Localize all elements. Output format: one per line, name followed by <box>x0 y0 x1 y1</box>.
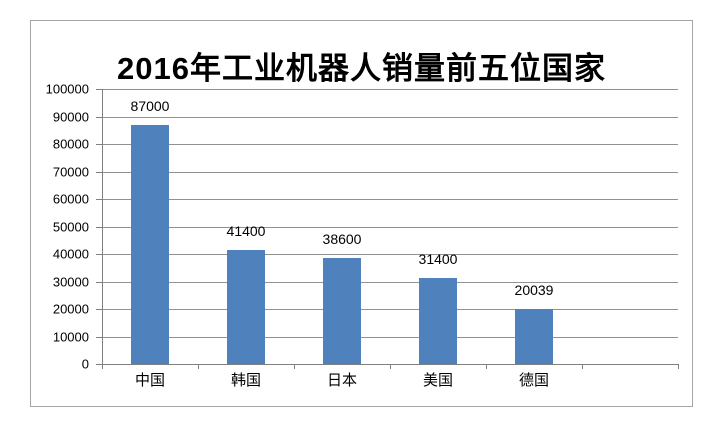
bar <box>131 125 169 364</box>
y-axis-label: 90000 <box>52 109 89 125</box>
bar <box>323 258 361 364</box>
y-axis-label: 20000 <box>52 301 89 317</box>
y-axis-label: 40000 <box>52 246 89 262</box>
x-axis-tick <box>198 364 199 369</box>
y-gridline <box>102 89 678 90</box>
y-axis-tick <box>96 199 102 200</box>
y-axis-label: 60000 <box>52 191 89 207</box>
plot-area: 0 10000 20000 30000 40000 50000 60000 70000 8000… <box>46 83 679 389</box>
x-category-label: 德国 <box>518 372 549 389</box>
bar-value-label: 20039 <box>514 282 554 298</box>
y-axis-tick <box>96 117 102 118</box>
y-gridline <box>102 199 678 200</box>
bar <box>515 309 553 364</box>
y-axis-tick <box>96 254 102 255</box>
y-axis-tick <box>96 227 102 228</box>
x-category-label: 日本 <box>326 372 357 389</box>
y-gridline <box>102 337 678 338</box>
y-axis-label: 10000 <box>52 329 89 345</box>
y-axis-tick <box>96 144 102 145</box>
y-axis-label: 70000 <box>52 164 89 180</box>
y-axis-label: 100000 <box>45 81 89 97</box>
bar <box>227 250 265 364</box>
y-axis-label: 0 <box>81 356 89 372</box>
y-axis-tick <box>96 364 102 365</box>
y-gridline <box>102 144 678 145</box>
y-axis-tick <box>96 309 102 310</box>
bar-value-label: 41400 <box>226 223 266 239</box>
x-axis-tick <box>678 364 679 369</box>
bar-value-label: 87000 <box>130 98 170 114</box>
y-axis-tick <box>96 282 102 283</box>
bar-value-label: 38600 <box>322 231 362 247</box>
y-gridline <box>102 227 678 228</box>
bar-value-label: 31400 <box>418 251 458 267</box>
x-axis-tick <box>582 364 583 369</box>
y-axis-tick <box>96 89 102 90</box>
x-axis-tick <box>390 364 391 369</box>
y-axis-tick <box>96 337 102 338</box>
y-gridline <box>102 282 678 283</box>
bar <box>419 278 457 364</box>
y-gridline <box>102 254 678 255</box>
x-axis-tick <box>102 364 103 369</box>
y-axis-tick <box>96 172 102 173</box>
x-category-label: 美国 <box>422 372 453 389</box>
x-axis-tick <box>294 364 295 369</box>
y-gridline <box>102 172 678 173</box>
x-axis-tick <box>486 364 487 369</box>
x-category-label: 韩国 <box>230 372 261 389</box>
y-axis-label: 80000 <box>52 136 89 152</box>
y-axis-label: 50000 <box>52 219 89 235</box>
chart-frame: 2016年工业机器人销量前五位国家 0 10000 20000 30000 40000 5… <box>30 20 693 407</box>
y-axis-line <box>102 89 103 364</box>
x-category-label: 中国 <box>134 372 165 389</box>
y-axis-label: 30000 <box>52 274 89 290</box>
y-gridline <box>102 117 678 118</box>
chart-title: 2016年工业机器人销量前五位国家 <box>117 51 606 86</box>
y-gridline <box>102 309 678 310</box>
